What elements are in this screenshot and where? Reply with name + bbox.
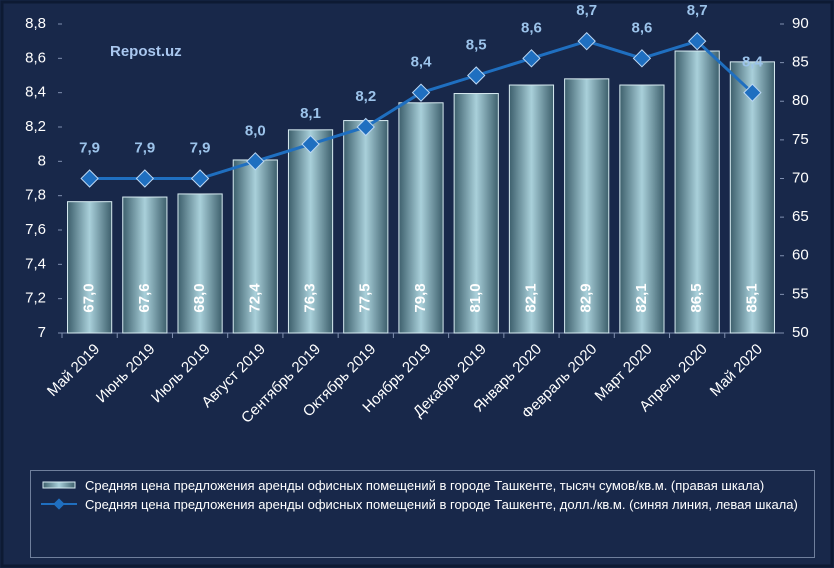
y2-tick-label: 50 (792, 324, 809, 341)
legend-swatch (42, 481, 76, 489)
line-value-label: 7,9 (190, 139, 211, 156)
y2-tick-label: 80 (792, 92, 809, 109)
legend-entry: Средняя цена предложения аренды офисных … (41, 477, 804, 494)
line-marker (467, 66, 486, 85)
bar-value-label: 82,1 (522, 283, 539, 312)
y-tick-label: 7,4 (25, 255, 46, 272)
bar (177, 193, 223, 334)
bar-value-label: 79,8 (412, 283, 429, 312)
bar (122, 196, 168, 334)
y2-tick-label: 65 (792, 208, 809, 225)
line-value-label: 8,6 (521, 19, 542, 36)
y-tick-label: 7 (38, 324, 46, 341)
y2-tick-label: 70 (792, 169, 809, 186)
line-value-label: 8,4 (411, 54, 433, 71)
y2-tick-label: 90 (792, 15, 809, 32)
bar-value-label: 76,3 (302, 283, 319, 312)
y2-tick-label: 55 (792, 285, 809, 302)
line-marker (301, 134, 320, 154)
line-value-label: 8,4 (742, 54, 764, 71)
y-tick-label: 7,2 (25, 290, 46, 307)
bar (674, 50, 720, 334)
bar-value-label: 85,1 (743, 283, 760, 312)
bar-value-label: 68,0 (191, 283, 208, 312)
x-tick-label: Май 2020 (707, 341, 766, 400)
line-marker (632, 49, 652, 68)
line-marker (522, 49, 541, 68)
line-value-label: 8,1 (300, 105, 321, 122)
y-tick-label: 8 (38, 152, 46, 169)
legend-label: Средняя цена предложения аренды офисных … (85, 497, 798, 512)
y-tick-label: 8,6 (25, 49, 46, 66)
line-value-label: 8,7 (687, 2, 708, 19)
line-marker (411, 83, 431, 102)
bar (67, 201, 113, 334)
y2-tick-label: 60 (792, 247, 809, 264)
legend: Средняя цена предложения аренды офисных … (30, 470, 815, 558)
line-value-label: 8,2 (355, 88, 376, 105)
line-marker (743, 83, 762, 102)
bar-value-label: 77,5 (357, 283, 374, 312)
line-value-label: 7,9 (134, 139, 155, 156)
line-value-label: 8,5 (466, 36, 487, 53)
bar-value-label: 81,0 (467, 283, 484, 312)
line-marker (246, 152, 265, 171)
legend-icon (42, 481, 76, 489)
legend-marker (53, 498, 65, 510)
y-tick-label: 8,2 (25, 118, 46, 135)
y-tick-label: 8,8 (25, 15, 46, 32)
bar-value-label: 82,1 (633, 283, 650, 312)
line-value-label: 8,7 (576, 2, 597, 19)
y2-tick-label: 85 (792, 54, 809, 71)
line-marker (80, 169, 99, 188)
bar (232, 159, 278, 334)
y-tick-label: 7,8 (25, 187, 46, 204)
line-marker (687, 31, 707, 51)
line-marker (577, 31, 596, 51)
legend-icon (41, 498, 77, 510)
bar (508, 84, 555, 334)
watermark: Repost.uz (110, 43, 182, 60)
bar-value-label: 67,6 (136, 283, 153, 312)
line-value-label: 8,6 (631, 19, 652, 36)
bar (287, 129, 334, 334)
line-marker (135, 169, 155, 188)
bar-value-label: 67,0 (81, 283, 98, 312)
line-value-label: 7,9 (79, 139, 100, 156)
bar-value-label: 72,4 (246, 283, 263, 313)
legend-label: Средняя цена предложения аренды офисных … (85, 478, 765, 493)
bar (729, 61, 775, 334)
bar (564, 78, 610, 334)
bar-value-label: 82,9 (578, 283, 595, 312)
y-tick-label: 8,4 (25, 84, 46, 101)
line-value-label: 8,0 (245, 122, 266, 139)
line-marker (356, 117, 375, 137)
bar-value-label: 86,5 (688, 283, 705, 312)
y2-tick-label: 75 (792, 131, 809, 148)
line-marker (190, 169, 210, 188)
bar (398, 102, 444, 334)
x-tick-label: Май 2019 (44, 341, 103, 400)
legend-entry: Средняя цена предложения аренды офисных … (41, 496, 804, 513)
y-tick-label: 7,6 (25, 221, 46, 238)
x-tick-label: Июнь 2019 (93, 341, 159, 407)
bar (619, 84, 665, 334)
bar (453, 93, 499, 334)
